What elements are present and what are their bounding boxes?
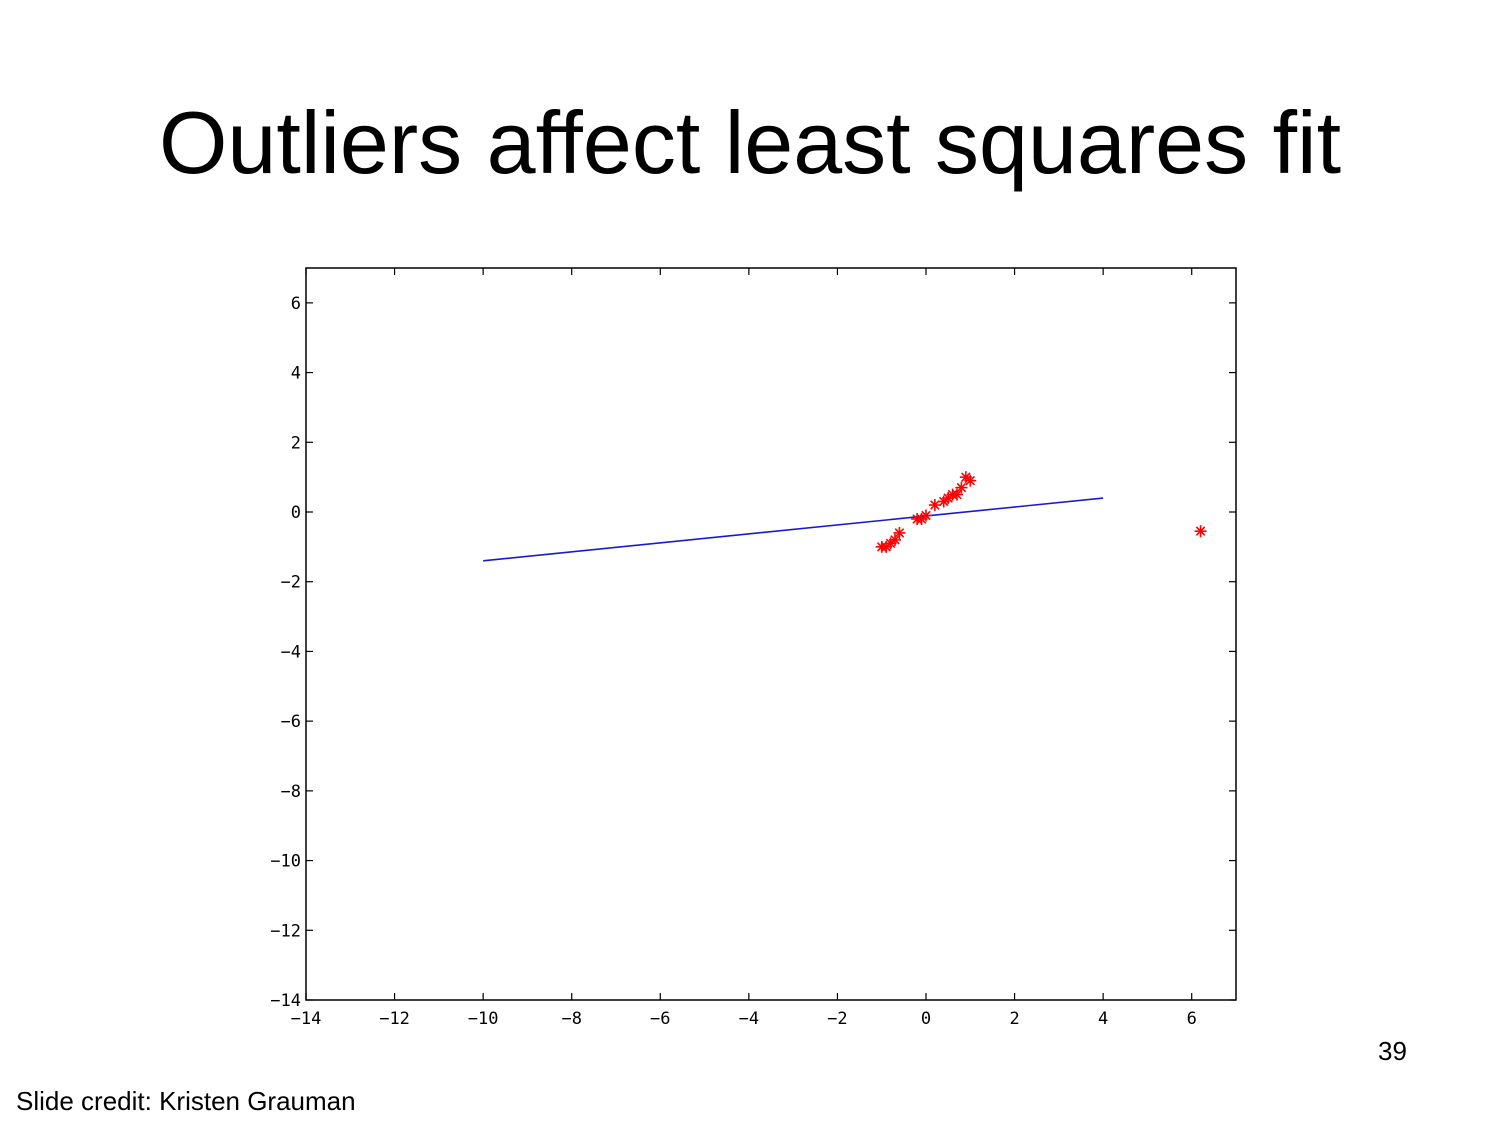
- data-point: [893, 526, 906, 539]
- x-tick-label: −14: [291, 1009, 322, 1029]
- y-tick-label: −14: [270, 991, 301, 1011]
- x-tick-label: −6: [650, 1009, 670, 1029]
- x-tick-label: 2: [1009, 1009, 1019, 1029]
- data-point: [964, 474, 977, 487]
- data-point: [928, 499, 941, 512]
- y-tick-label: 4: [291, 364, 301, 384]
- plot-frame: [305, 267, 1237, 1001]
- data-point: [920, 509, 932, 522]
- data-points-layer: [875, 471, 1207, 553]
- y-tick-label: 0: [291, 503, 301, 523]
- data-point: [889, 533, 901, 546]
- x-tick-label: 6: [1187, 1009, 1197, 1029]
- y-tick-label: −4: [281, 642, 301, 662]
- x-tick-label: −2: [827, 1009, 847, 1029]
- y-tick-label: −6: [281, 712, 301, 732]
- page-number: 39: [1378, 1036, 1407, 1066]
- x-tick-label: −10: [468, 1009, 499, 1029]
- y-tick-label: −12: [270, 921, 301, 941]
- slide-credit: Slide credit: Kristen Grauman: [16, 1086, 356, 1116]
- y-tick-label: 6: [291, 294, 301, 314]
- y-tick-label: −10: [270, 852, 301, 872]
- x-tick-label: 0: [921, 1009, 931, 1029]
- least-squares-fit-line: [483, 497, 1104, 562]
- data-point: [1194, 525, 1207, 538]
- data-point: [951, 488, 963, 501]
- y-tick-label: 2: [291, 433, 301, 453]
- x-axis: −14 −12 −10 −8 −6 −4 −2 0 2 4 6: [291, 268, 1197, 1029]
- x-tick-label: −12: [379, 1009, 410, 1029]
- fit-line-layer: [483, 497, 1104, 562]
- y-tick-label: −8: [281, 782, 301, 802]
- y-tick-label: −2: [281, 573, 301, 593]
- data-point: [955, 481, 968, 494]
- slide-title: Outliers affect least squares fit: [158, 93, 1342, 192]
- x-tick-label: 4: [1098, 1009, 1108, 1029]
- y-axis: −14 −12 −10 −8 −6 −4 −2 0 2 4 6: [270, 294, 1236, 1011]
- x-tick-label: −4: [739, 1009, 759, 1029]
- x-tick-label: −8: [561, 1009, 581, 1029]
